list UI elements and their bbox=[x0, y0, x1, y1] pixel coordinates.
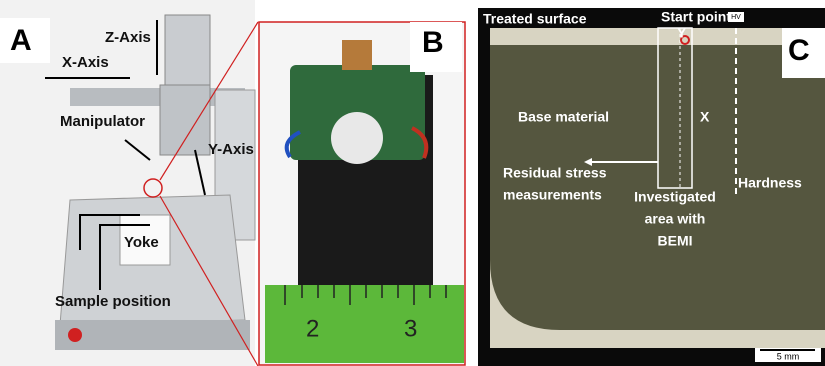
label: Hardness bbox=[738, 175, 802, 191]
label: Manipulator bbox=[60, 113, 145, 130]
label: Yoke bbox=[124, 234, 159, 251]
panel-c: HV Treated surface Start point Y X Base … bbox=[478, 8, 825, 366]
hv-label: HV bbox=[731, 14, 741, 21]
label: Residual stress bbox=[503, 165, 607, 181]
label: BEMI bbox=[658, 233, 693, 249]
label: Investigated bbox=[634, 189, 716, 205]
label: Start point bbox=[661, 9, 731, 25]
label: Y-Axis bbox=[208, 141, 254, 158]
ruler-number: 3 bbox=[404, 315, 417, 342]
label: measurements bbox=[503, 187, 602, 203]
label: Sample position bbox=[55, 293, 171, 310]
stop-button bbox=[68, 328, 82, 342]
ruler bbox=[265, 285, 464, 363]
label: area with bbox=[645, 211, 706, 227]
scale-label: 5 mm bbox=[777, 351, 800, 361]
ruler-number: 2 bbox=[306, 315, 319, 342]
z-column bbox=[165, 15, 210, 85]
manipulator-body bbox=[160, 85, 210, 155]
figure: A Z-Axis X-Axis Manipulator Y-Axis Yoke … bbox=[0, 0, 825, 366]
label: Z-Axis bbox=[105, 29, 151, 46]
label: Treated surface bbox=[483, 11, 587, 27]
label: Y bbox=[677, 25, 687, 41]
panel-letter: B bbox=[422, 26, 444, 59]
panel-letter: A bbox=[10, 24, 32, 57]
panel-b: 2 3 B bbox=[259, 22, 465, 365]
panel-a: A Z-Axis X-Axis Manipulator Y-Axis Yoke … bbox=[0, 0, 255, 366]
connector bbox=[342, 40, 372, 70]
label: X bbox=[700, 109, 710, 125]
label: X-Axis bbox=[62, 54, 109, 71]
label: Base material bbox=[518, 109, 609, 125]
base-front bbox=[55, 320, 250, 350]
panel-letter: C bbox=[788, 34, 810, 67]
screw bbox=[331, 112, 383, 164]
